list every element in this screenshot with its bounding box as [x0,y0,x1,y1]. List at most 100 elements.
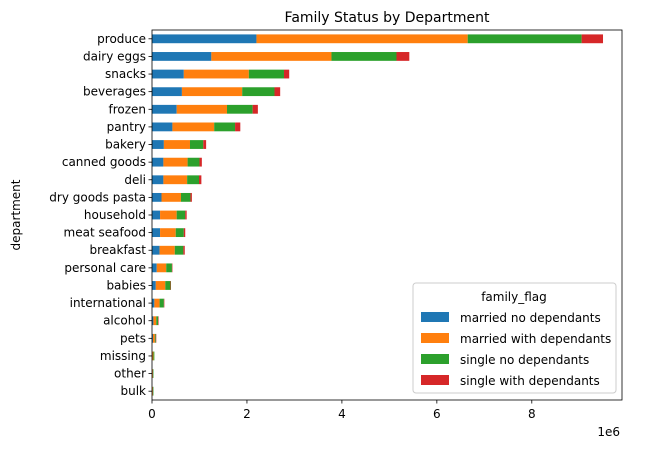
legend-swatch [421,333,449,343]
bar-pets-series-0 [152,333,153,343]
legend-swatch [421,312,449,322]
bar-personal-care-series-1 [156,263,167,273]
bar-beverages-series-0 [152,87,182,97]
bar-snacks-series-0 [152,69,184,79]
y-tick-label: personal care [64,261,146,275]
bar-beverages-series-2 [242,87,275,97]
bar-bakery-series-0 [152,140,164,149]
y-tick-label: alcohol [103,314,146,328]
bar-pantry-series-2 [214,122,236,132]
y-tick-label: bulk [120,384,146,398]
bar-meat-seafood-series-2 [175,228,184,238]
y-tick-label: babies [106,278,146,292]
bar-canned-goods-series-3 [199,157,202,167]
bar-beverages-series-3 [274,87,281,97]
chart-title: Family Status by Department [285,10,490,26]
bar-bakery-series-3 [203,140,207,149]
legend-swatch [421,354,449,364]
x-tick-label: 2 [243,407,251,421]
bar-pets-series-1 [152,333,155,343]
bar-pantry-series-3 [235,122,241,132]
y-tick-label: bakery [105,138,146,152]
legend: family_flag married no dependants married… [412,282,617,394]
bar-international-series-1 [154,298,160,308]
bar-personal-care-series-2 [166,263,172,273]
bar-dry-goods-pasta-series-3 [190,192,192,202]
bar-dry-goods-pasta-series-2 [180,192,191,202]
bar-bakery-series-2 [189,140,204,149]
y-tick-label: meat seafood [64,226,146,240]
bar-pantry-series-0 [152,122,173,132]
bar-household-series-1 [160,210,177,220]
bar-international-series-0 [152,298,155,308]
bar-bakery-series-1 [163,140,190,149]
y-tick-label: pantry [107,120,146,134]
bar-dry-goods-pasta-series-1 [161,192,181,202]
bar-breakfast-series-1 [159,245,175,255]
bar-alcohol-series-0 [152,316,154,326]
bar-dairy-eggs-series-2 [331,52,397,61]
bar-breakfast-series-0 [152,245,160,255]
bar-babies-series-2 [165,281,171,290]
bar-deli-series-1 [163,175,188,185]
bar-frozen-series-2 [227,104,253,114]
x-tick-label: 6 [433,407,441,421]
bar-missing-series-1 [152,351,154,361]
legend-label: single with dependants [460,374,600,388]
legend-box [412,282,617,394]
bar-household-series-3 [185,210,187,220]
bar-snacks-series-3 [283,69,290,79]
y-tick-label: canned goods [62,155,146,169]
bar-beverages-series-1 [181,87,243,97]
bar-pets-series-2 [154,333,156,343]
y-tick-label: frozen [108,102,146,116]
bar-frozen-series-0 [152,104,177,114]
bar-canned-goods-series-2 [187,157,200,167]
y-axis-label: department [9,179,23,250]
bar-alcohol-series-2 [156,316,159,326]
legend-title: family_flag [481,290,547,304]
legend-label: single no dependants [460,353,589,367]
bar-produce-series-1 [256,34,468,44]
x-tick-label: 4 [338,407,346,421]
bar-dairy-eggs-series-3 [396,52,410,61]
bar-produce-series-3 [581,34,604,44]
y-axis-ticks: produce dairy eggs snacks beverages frozen pa… [49,32,152,398]
y-tick-label: dry goods pasta [49,190,146,204]
bar-snacks-series-2 [248,69,284,79]
y-tick-label: deli [124,173,146,187]
bar-meat-seafood-series-0 [152,228,161,238]
bar-canned-goods-series-1 [163,157,188,167]
y-tick-label: missing [100,349,146,363]
y-tick-label: beverages [83,85,146,99]
bar-canned-goods-series-0 [152,157,164,167]
y-tick-label: pets [120,331,146,345]
y-tick-label: breakfast [89,243,146,257]
bar-international-series-2 [159,298,164,308]
bar-deli-series-3 [199,175,202,185]
bar-pantry-series-1 [172,122,215,132]
y-tick-label: international [70,296,146,310]
x-tick-label: 0 [148,407,156,421]
bar-dairy-eggs-series-1 [211,52,332,61]
bar-babies-series-0 [152,281,156,290]
bar-breakfast-series-2 [174,245,184,255]
legend-swatch [421,375,449,385]
y-tick-label: other [114,367,146,381]
x-tick-label: 8 [528,407,536,421]
y-tick-label: dairy eggs [83,49,146,63]
x-axis-ticks: 0 2 4 6 8 [148,400,536,421]
bar-personal-care-series-0 [152,263,157,273]
bar-meat-seafood-series-3 [183,228,186,238]
bars-group [152,34,604,396]
bar-breakfast-series-3 [183,245,185,255]
bar-meat-seafood-series-1 [160,228,176,238]
legend-label: married with dependants [460,332,611,346]
legend-label: married no dependants [460,311,601,325]
bar-frozen-series-3 [252,104,258,114]
bar-household-series-0 [152,210,161,220]
y-tick-label: household [84,208,146,222]
y-tick-label: snacks [105,67,146,81]
bar-babies-series-1 [155,281,166,290]
